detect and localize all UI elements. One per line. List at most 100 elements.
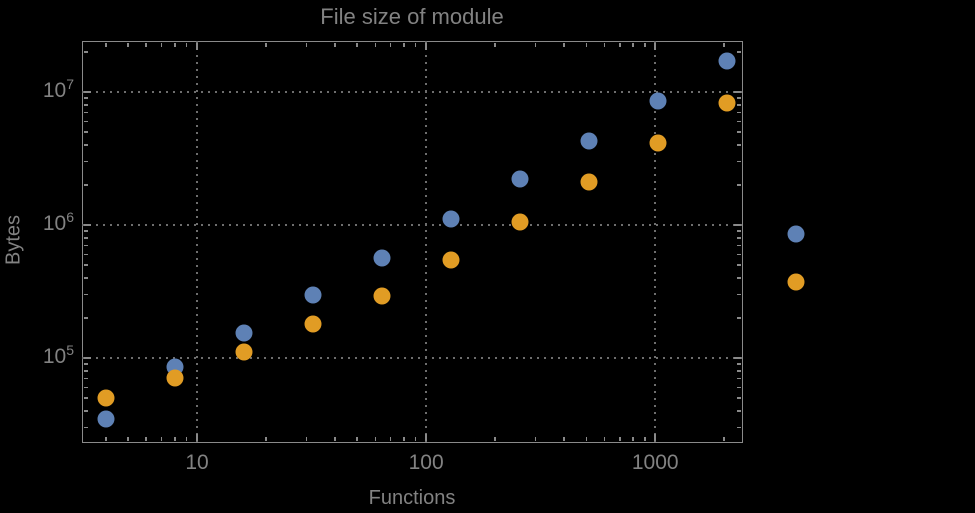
data-point-blue-x4	[97, 410, 115, 428]
y-axis-tick	[84, 277, 88, 279]
y-axis-tick	[84, 426, 88, 429]
data-point-orange-x16	[235, 343, 253, 361]
x-axis-tick	[494, 437, 496, 441]
x-tick-label-1000: 1000	[631, 451, 679, 474]
y-axis-tick	[84, 397, 88, 399]
y-axis-tick	[737, 111, 741, 114]
x-axis-tick	[403, 43, 405, 47]
y-axis-tick	[737, 184, 741, 186]
y-axis-tick	[84, 357, 91, 359]
data-point-orange-x256	[511, 213, 529, 231]
x-tick-label-10: 10	[185, 451, 209, 474]
x-axis-tick	[425, 43, 427, 50]
y-axis-tick	[737, 104, 741, 106]
x-axis-tick	[334, 437, 336, 441]
y-axis-tick	[84, 386, 88, 389]
y-axis-tick	[84, 120, 88, 123]
y-axis-tick	[84, 51, 88, 53]
y-axis-tick	[737, 230, 741, 232]
x-axis-tick	[174, 437, 176, 441]
x-axis-tick	[160, 43, 163, 47]
x-axis-tick	[305, 437, 308, 441]
y-axis-tick	[84, 370, 88, 372]
gridline-y-10e7	[82, 90, 743, 93]
x-axis-tick	[619, 437, 621, 441]
data-point-orange-x1024	[649, 134, 667, 152]
data-point-orange-x4	[97, 389, 115, 407]
y-tick-exponent: 7	[66, 75, 74, 92]
y-axis-tick	[737, 363, 741, 365]
gridline-x-10	[196, 41, 199, 443]
x-axis-tick	[374, 437, 377, 441]
x-axis-tick	[403, 437, 405, 441]
y-axis-tick	[737, 370, 741, 372]
data-point-orange-x128	[442, 251, 460, 268]
y-axis-tick	[737, 397, 741, 399]
y-axis-tick	[737, 51, 741, 53]
x-axis-tick	[356, 437, 358, 441]
y-axis-tick	[737, 410, 741, 412]
gridline-x-100	[425, 41, 428, 443]
x-axis-tick	[185, 437, 188, 441]
y-axis-tick	[84, 244, 88, 247]
y-tick-base: 10	[42, 211, 67, 235]
y-tick-base: 10	[42, 78, 67, 102]
y-axis-tick	[737, 97, 741, 99]
x-axis-tick	[265, 43, 267, 47]
y-axis-tick	[84, 111, 88, 114]
x-axis-tick	[585, 437, 588, 441]
x-axis-tick	[534, 43, 537, 47]
data-point-orange-x2048	[718, 94, 736, 112]
data-point-orange-x512	[580, 173, 598, 191]
y-axis-tick	[84, 131, 88, 133]
y-axis-tick	[84, 410, 88, 412]
y-tick-exponent: 6	[66, 208, 74, 225]
y-axis-tick	[84, 237, 88, 239]
gridline-x-1000	[654, 41, 657, 443]
x-axis-tick	[174, 43, 176, 47]
x-axis-tick	[160, 437, 163, 441]
x-axis-tick	[603, 43, 606, 47]
x-axis-tick	[654, 434, 656, 441]
x-axis-tick	[334, 43, 336, 47]
y-axis-tick	[737, 120, 741, 123]
y-axis-tick	[84, 264, 88, 266]
data-point-blue-x2048	[718, 52, 736, 70]
x-axis-tick	[389, 43, 392, 47]
y-axis-tick	[737, 160, 741, 163]
y-axis-tick	[737, 277, 741, 279]
y-axis-tick	[737, 253, 741, 256]
data-point-orange-x64	[373, 287, 391, 305]
x-axis-tick	[105, 437, 107, 441]
y-axis-tick	[84, 317, 88, 319]
x-axis-tick	[585, 43, 588, 47]
x-axis-tick	[389, 437, 392, 441]
x-axis-tick	[145, 43, 147, 47]
x-axis-tick	[105, 43, 107, 47]
y-axis-tick	[737, 377, 741, 380]
x-axis-tick	[196, 43, 198, 50]
y-axis-tick	[84, 144, 88, 146]
x-axis-tick	[127, 43, 129, 47]
x-axis-label: Functions	[368, 487, 456, 509]
gridline-y-10e6	[82, 223, 743, 226]
data-point-blue-x512	[580, 132, 598, 150]
y-axis-tick	[84, 184, 88, 186]
gridline-y-10e5	[82, 356, 743, 359]
x-axis-tick	[414, 43, 417, 47]
y-axis-tick	[84, 97, 88, 99]
x-axis-tick	[644, 437, 646, 441]
y-axis-tick	[737, 264, 741, 266]
y-axis-tick	[737, 237, 741, 239]
data-point-blue-x32	[304, 286, 322, 304]
x-axis-tick	[374, 43, 377, 47]
y-tick-exponent: 5	[66, 341, 74, 358]
y-axis-tick	[737, 386, 741, 389]
y-axis-tick	[734, 91, 741, 93]
x-axis-tick	[425, 434, 427, 441]
y-axis-tick	[737, 144, 741, 146]
data-point-blue-x128	[442, 210, 460, 228]
chart-title: File size of module	[320, 4, 504, 29]
y-axis-tick	[84, 160, 88, 163]
